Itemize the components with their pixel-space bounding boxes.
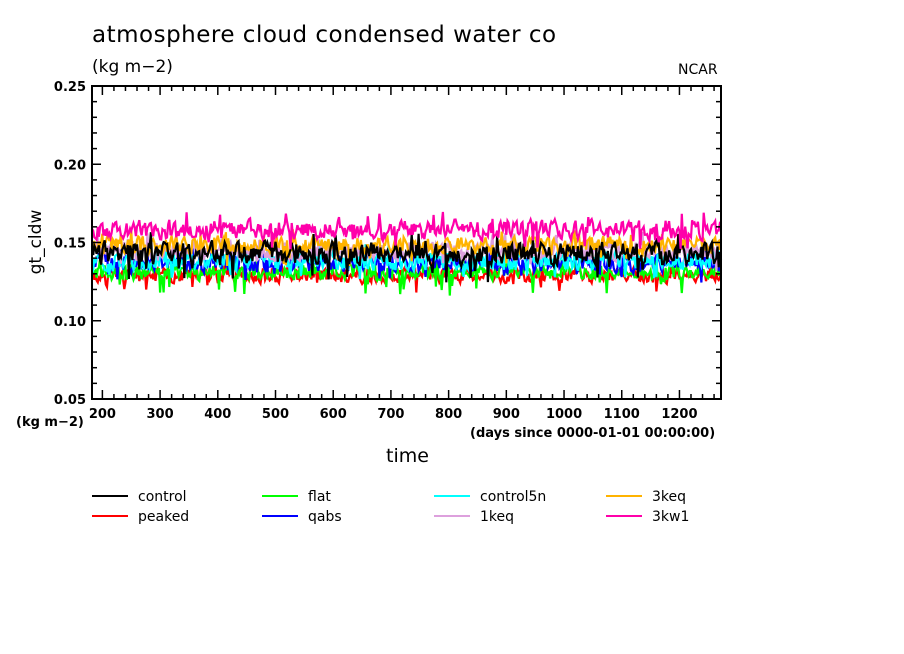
x-tick-label: 300 — [147, 407, 174, 422]
y-tick-label: 0.05 — [54, 393, 86, 408]
x-tick-label: 1200 — [661, 407, 697, 422]
x-axis-label: time — [386, 445, 429, 467]
legend-label: flat — [308, 489, 331, 505]
x-tick-label: 400 — [204, 407, 231, 422]
credit-label: NCAR — [678, 62, 718, 78]
legend-item-3keq: 3keq — [606, 489, 686, 505]
legend-label: 3kw1 — [652, 509, 689, 525]
legend-label: peaked — [138, 509, 189, 525]
legend-label: 3keq — [652, 489, 686, 505]
y-tick-label: 0.25 — [54, 80, 86, 95]
x-tick-label: 600 — [320, 407, 347, 422]
y-axis-label: gt_cldw — [26, 209, 46, 275]
y-tick-label: 0.10 — [54, 315, 86, 330]
series-line-control5n — [91, 244, 723, 280]
legend-label: 1keq — [480, 509, 514, 525]
legend-item-control: control — [92, 489, 187, 505]
x-tick-label: 800 — [435, 407, 462, 422]
x-tick-label: 1100 — [604, 407, 640, 422]
chart-subtitle: (kg m−2) — [92, 57, 173, 77]
legend-label: qabs — [308, 509, 342, 525]
legend-item-1keq: 1keq — [434, 509, 514, 525]
y-tick-label: 0.20 — [54, 158, 86, 173]
plot-frame — [91, 85, 722, 400]
legend-label: control — [138, 489, 187, 505]
axes-layer: 200 300 400 500 600 700 800 900 1000 1100 1200 0.05… — [54, 80, 722, 422]
series-line-1keq — [90, 231, 723, 271]
y-tick-label: 0.15 — [54, 237, 86, 252]
legend-item-control5n: control5n — [434, 489, 546, 505]
series-line-qabs — [90, 246, 723, 283]
series-line-peaked — [91, 261, 723, 293]
series-layer — [90, 211, 723, 296]
series-line-3kw1 — [91, 211, 722, 250]
x-tick-label: 1000 — [546, 407, 582, 422]
legend-item-qabs: qabs — [262, 509, 342, 525]
chart-title: atmosphere cloud condensed water co — [92, 22, 557, 48]
legend: control flat control5n 3keq peaked qabs 1keq 3k… — [92, 489, 689, 525]
x-tick-label: 500 — [262, 407, 289, 422]
x-tick-label: 900 — [493, 407, 520, 422]
x-tick-label: 200 — [89, 407, 116, 422]
legend-item-peaked: peaked — [92, 509, 189, 525]
legend-item-flat: flat — [262, 489, 331, 505]
legend-label: control5n — [480, 489, 546, 505]
y-axis-units: (kg m−2) — [16, 415, 84, 430]
x-axis-units: (days since 0000-01-01 00:00:00) — [470, 426, 716, 441]
legend-item-3kw1: 3kw1 — [606, 509, 689, 525]
series-line-3keq — [91, 228, 723, 267]
series-line-flat — [90, 258, 722, 296]
series-line-control — [90, 232, 723, 283]
x-tick-label: 700 — [377, 407, 404, 422]
